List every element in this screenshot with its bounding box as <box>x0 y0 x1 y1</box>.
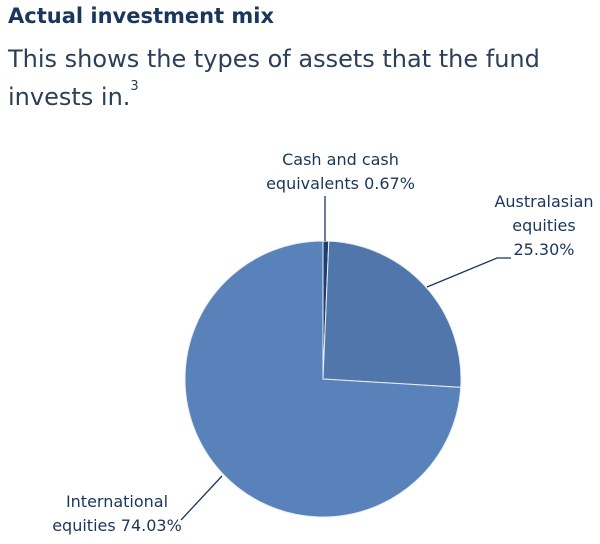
slice-label: Cash and cash equivalents 0.67% <box>258 148 423 196</box>
chart-title: Actual investment mix <box>8 4 275 28</box>
category-label: Cash and cash equivalents <box>266 150 399 193</box>
slice-label: International equities 74.03% <box>42 490 192 538</box>
category-label: Australasian equities <box>494 192 594 235</box>
value-label: 0.67% <box>364 174 415 193</box>
value-label: 74.03% <box>120 516 182 535</box>
subtitle-text: This shows the types of assets that the … <box>8 45 540 111</box>
category-label: International equities <box>52 492 169 535</box>
slice-label: Australasian equities 25.30% <box>490 190 598 262</box>
value-label: 25.30% <box>513 240 575 259</box>
pie-slice <box>184 240 462 518</box>
leader-line <box>426 257 511 288</box>
chart-subtitle: This shows the types of assets that the … <box>8 40 568 116</box>
leader-line <box>180 475 223 521</box>
pie-slice <box>322 240 462 388</box>
footnote-ref: 3 <box>130 79 139 94</box>
